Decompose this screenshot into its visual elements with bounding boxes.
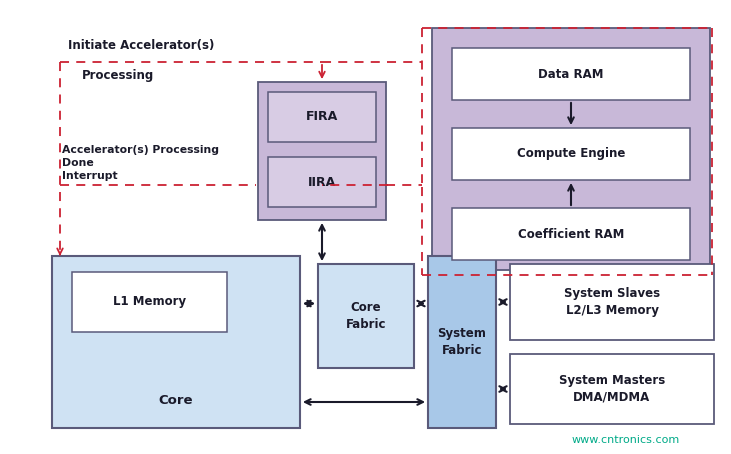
Bar [452, 128, 690, 180]
Text: L1 Memory: L1 Memory [113, 296, 186, 309]
Text: www.cntronics.com: www.cntronics.com [572, 435, 681, 445]
Bar [268, 92, 376, 142]
Text: Compute Engine: Compute Engine [517, 148, 625, 161]
Bar [268, 157, 376, 207]
Text: Core
Fabric: Core Fabric [346, 301, 386, 331]
Bar [452, 208, 690, 260]
Text: IIRA: IIRA [308, 176, 336, 188]
Bar [52, 256, 300, 428]
Text: FIRA: FIRA [306, 110, 338, 123]
Bar [510, 264, 714, 340]
Text: Accelerator(s) Processing
Done
Interrupt: Accelerator(s) Processing Done Interrupt [62, 145, 219, 181]
Bar [72, 272, 227, 332]
Bar [510, 354, 714, 424]
Text: Processing: Processing [82, 69, 154, 82]
Bar [452, 48, 690, 100]
Bar [318, 264, 414, 368]
Bar [258, 82, 386, 220]
Text: Data RAM: Data RAM [538, 68, 604, 80]
Text: System Slaves
L2/L3 Memory: System Slaves L2/L3 Memory [564, 287, 660, 317]
Text: System Masters
DMA/MDMA: System Masters DMA/MDMA [559, 374, 665, 404]
Text: Initiate Accelerator(s): Initiate Accelerator(s) [68, 39, 214, 53]
Bar [432, 28, 710, 270]
Text: Coefficient RAM: Coefficient RAM [518, 227, 624, 241]
Text: Core: Core [159, 394, 193, 406]
Text: System
Fabric: System Fabric [438, 327, 486, 357]
Bar [428, 256, 496, 428]
